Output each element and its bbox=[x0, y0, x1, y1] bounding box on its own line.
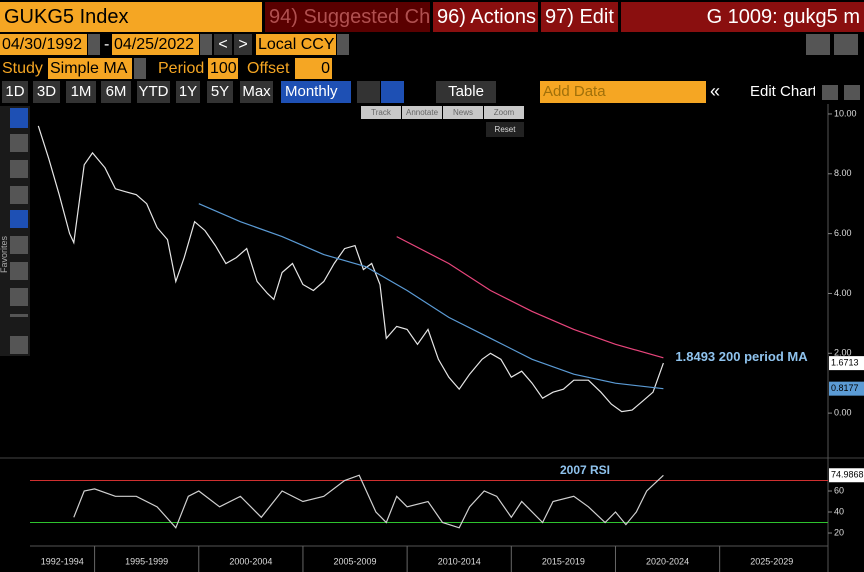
actions-menu[interactable]: 96) Actions bbox=[433, 2, 538, 32]
dropdown-icon[interactable] bbox=[134, 58, 146, 79]
y-tick-label: 8.00 bbox=[834, 168, 852, 178]
series-line bbox=[73, 474, 664, 529]
fib-tool[interactable] bbox=[10, 210, 28, 228]
r-tool[interactable] bbox=[10, 236, 28, 254]
y-tick-label: 4.00 bbox=[834, 288, 852, 298]
y-tick-label: 20 bbox=[834, 527, 844, 537]
range-button[interactable]: 6M bbox=[101, 81, 131, 103]
range-button[interactable]: 1M bbox=[66, 81, 96, 103]
security-field[interactable]: GUKG5 Index bbox=[0, 2, 262, 32]
pointer-tool[interactable] bbox=[10, 108, 28, 128]
range-button[interactable]: 3D bbox=[33, 81, 60, 103]
range-button[interactable]: 1D bbox=[2, 81, 28, 103]
chart-tool-button[interactable]: Zoom bbox=[484, 106, 524, 119]
trend-tool[interactable] bbox=[10, 262, 28, 280]
prev-button[interactable]: < bbox=[214, 34, 232, 55]
next-button[interactable]: > bbox=[234, 34, 252, 55]
suggested-charts[interactable]: 94) Suggested Charts bbox=[265, 2, 430, 32]
bar-icon[interactable] bbox=[381, 81, 404, 103]
x-tick-label: 2015-2019 bbox=[542, 556, 585, 566]
x-tick-label: 1995-1999 bbox=[125, 556, 168, 566]
end-value-box bbox=[829, 356, 864, 371]
hline-tool[interactable] bbox=[10, 314, 28, 317]
y-tick-label: 10.00 bbox=[834, 108, 857, 118]
favorites-label: Favorites bbox=[0, 235, 9, 273]
series-line bbox=[396, 236, 664, 359]
y-tick-label: 40 bbox=[834, 506, 844, 516]
x-tick-label: 2005-2009 bbox=[334, 556, 377, 566]
end-value-label: 0.8177 bbox=[831, 383, 859, 393]
offset-field[interactable]: 0 bbox=[295, 58, 332, 79]
settings-icon[interactable] bbox=[844, 85, 860, 100]
add-data-field[interactable]: Add Data bbox=[540, 81, 706, 103]
currency-field[interactable]: Local CCY bbox=[256, 34, 336, 55]
start-date[interactable]: 04/30/1992 bbox=[0, 34, 87, 55]
ma-annotation: 1.8493 200 period MA bbox=[675, 349, 808, 364]
redo-icon[interactable] bbox=[834, 34, 858, 55]
x-tick-label: 1992-1994 bbox=[41, 556, 84, 566]
ray-tool[interactable] bbox=[10, 288, 28, 306]
frequency-label: Monthly bbox=[285, 83, 338, 100]
y-tick-label: 2.00 bbox=[834, 348, 852, 358]
end-value-box bbox=[829, 381, 864, 396]
collapse-button[interactable]: « bbox=[710, 81, 721, 101]
range-button[interactable]: Max bbox=[240, 81, 273, 103]
range-button[interactable]: YTD bbox=[137, 81, 170, 103]
study-label: Study bbox=[2, 60, 43, 77]
period-field[interactable]: 100 bbox=[208, 58, 238, 79]
end-value-box bbox=[829, 468, 864, 483]
price-tool[interactable] bbox=[10, 186, 28, 204]
y-tick-label: 0.00 bbox=[834, 407, 852, 417]
x-tick-label: 2020-2024 bbox=[646, 556, 689, 566]
series-line bbox=[198, 203, 664, 390]
range-button[interactable]: 5Y bbox=[207, 81, 233, 103]
export-icon[interactable] bbox=[822, 85, 838, 100]
dropdown-icon[interactable] bbox=[337, 34, 349, 55]
range-button[interactable]: 1Y bbox=[176, 81, 200, 103]
x-tick-label: 2000-2004 bbox=[229, 556, 272, 566]
study-field[interactable]: Simple MA bbox=[48, 58, 132, 79]
series-line bbox=[37, 125, 664, 413]
y-tick-label: 60 bbox=[834, 485, 844, 495]
reset-button[interactable]: Reset bbox=[486, 122, 524, 137]
plot-background bbox=[0, 104, 864, 572]
edit-chart-button[interactable]: Edit Chart bbox=[750, 83, 815, 100]
x-tick-label: 2025-2029 bbox=[750, 556, 793, 566]
undo-icon[interactable] bbox=[806, 34, 830, 55]
function-code: G 1009: gukg5 m bbox=[621, 2, 864, 32]
line-icon[interactable] bbox=[357, 81, 380, 103]
table-button[interactable]: Table bbox=[436, 81, 496, 103]
y-tick-label: 6.00 bbox=[834, 228, 852, 238]
calendar-icon[interactable] bbox=[200, 34, 212, 55]
chart-tool-button[interactable]: News bbox=[443, 106, 483, 119]
chart-tool-button[interactable]: Track bbox=[361, 106, 401, 119]
offset-label: Offset bbox=[247, 60, 290, 77]
chart-tool-button[interactable]: Annotate bbox=[402, 106, 442, 119]
end-value-label: 74.9868 bbox=[831, 470, 864, 480]
edit-menu[interactable]: 97) Edit bbox=[541, 2, 618, 32]
frequency-button[interactable]: Monthly bbox=[281, 81, 351, 103]
percent-tool[interactable] bbox=[10, 160, 28, 178]
date-separator: - bbox=[104, 36, 110, 53]
period-label: Period bbox=[158, 60, 205, 77]
end-date[interactable]: 04/25/2022 bbox=[112, 34, 199, 55]
rsi-annotation: 2007 RSI bbox=[560, 463, 610, 477]
calendar-icon[interactable] bbox=[88, 34, 100, 55]
end-value-label: 1.6713 bbox=[831, 357, 859, 367]
x-tick-label: 2010-2014 bbox=[438, 556, 481, 566]
channel-tool[interactable] bbox=[10, 336, 28, 354]
draw-tool[interactable] bbox=[10, 134, 28, 152]
